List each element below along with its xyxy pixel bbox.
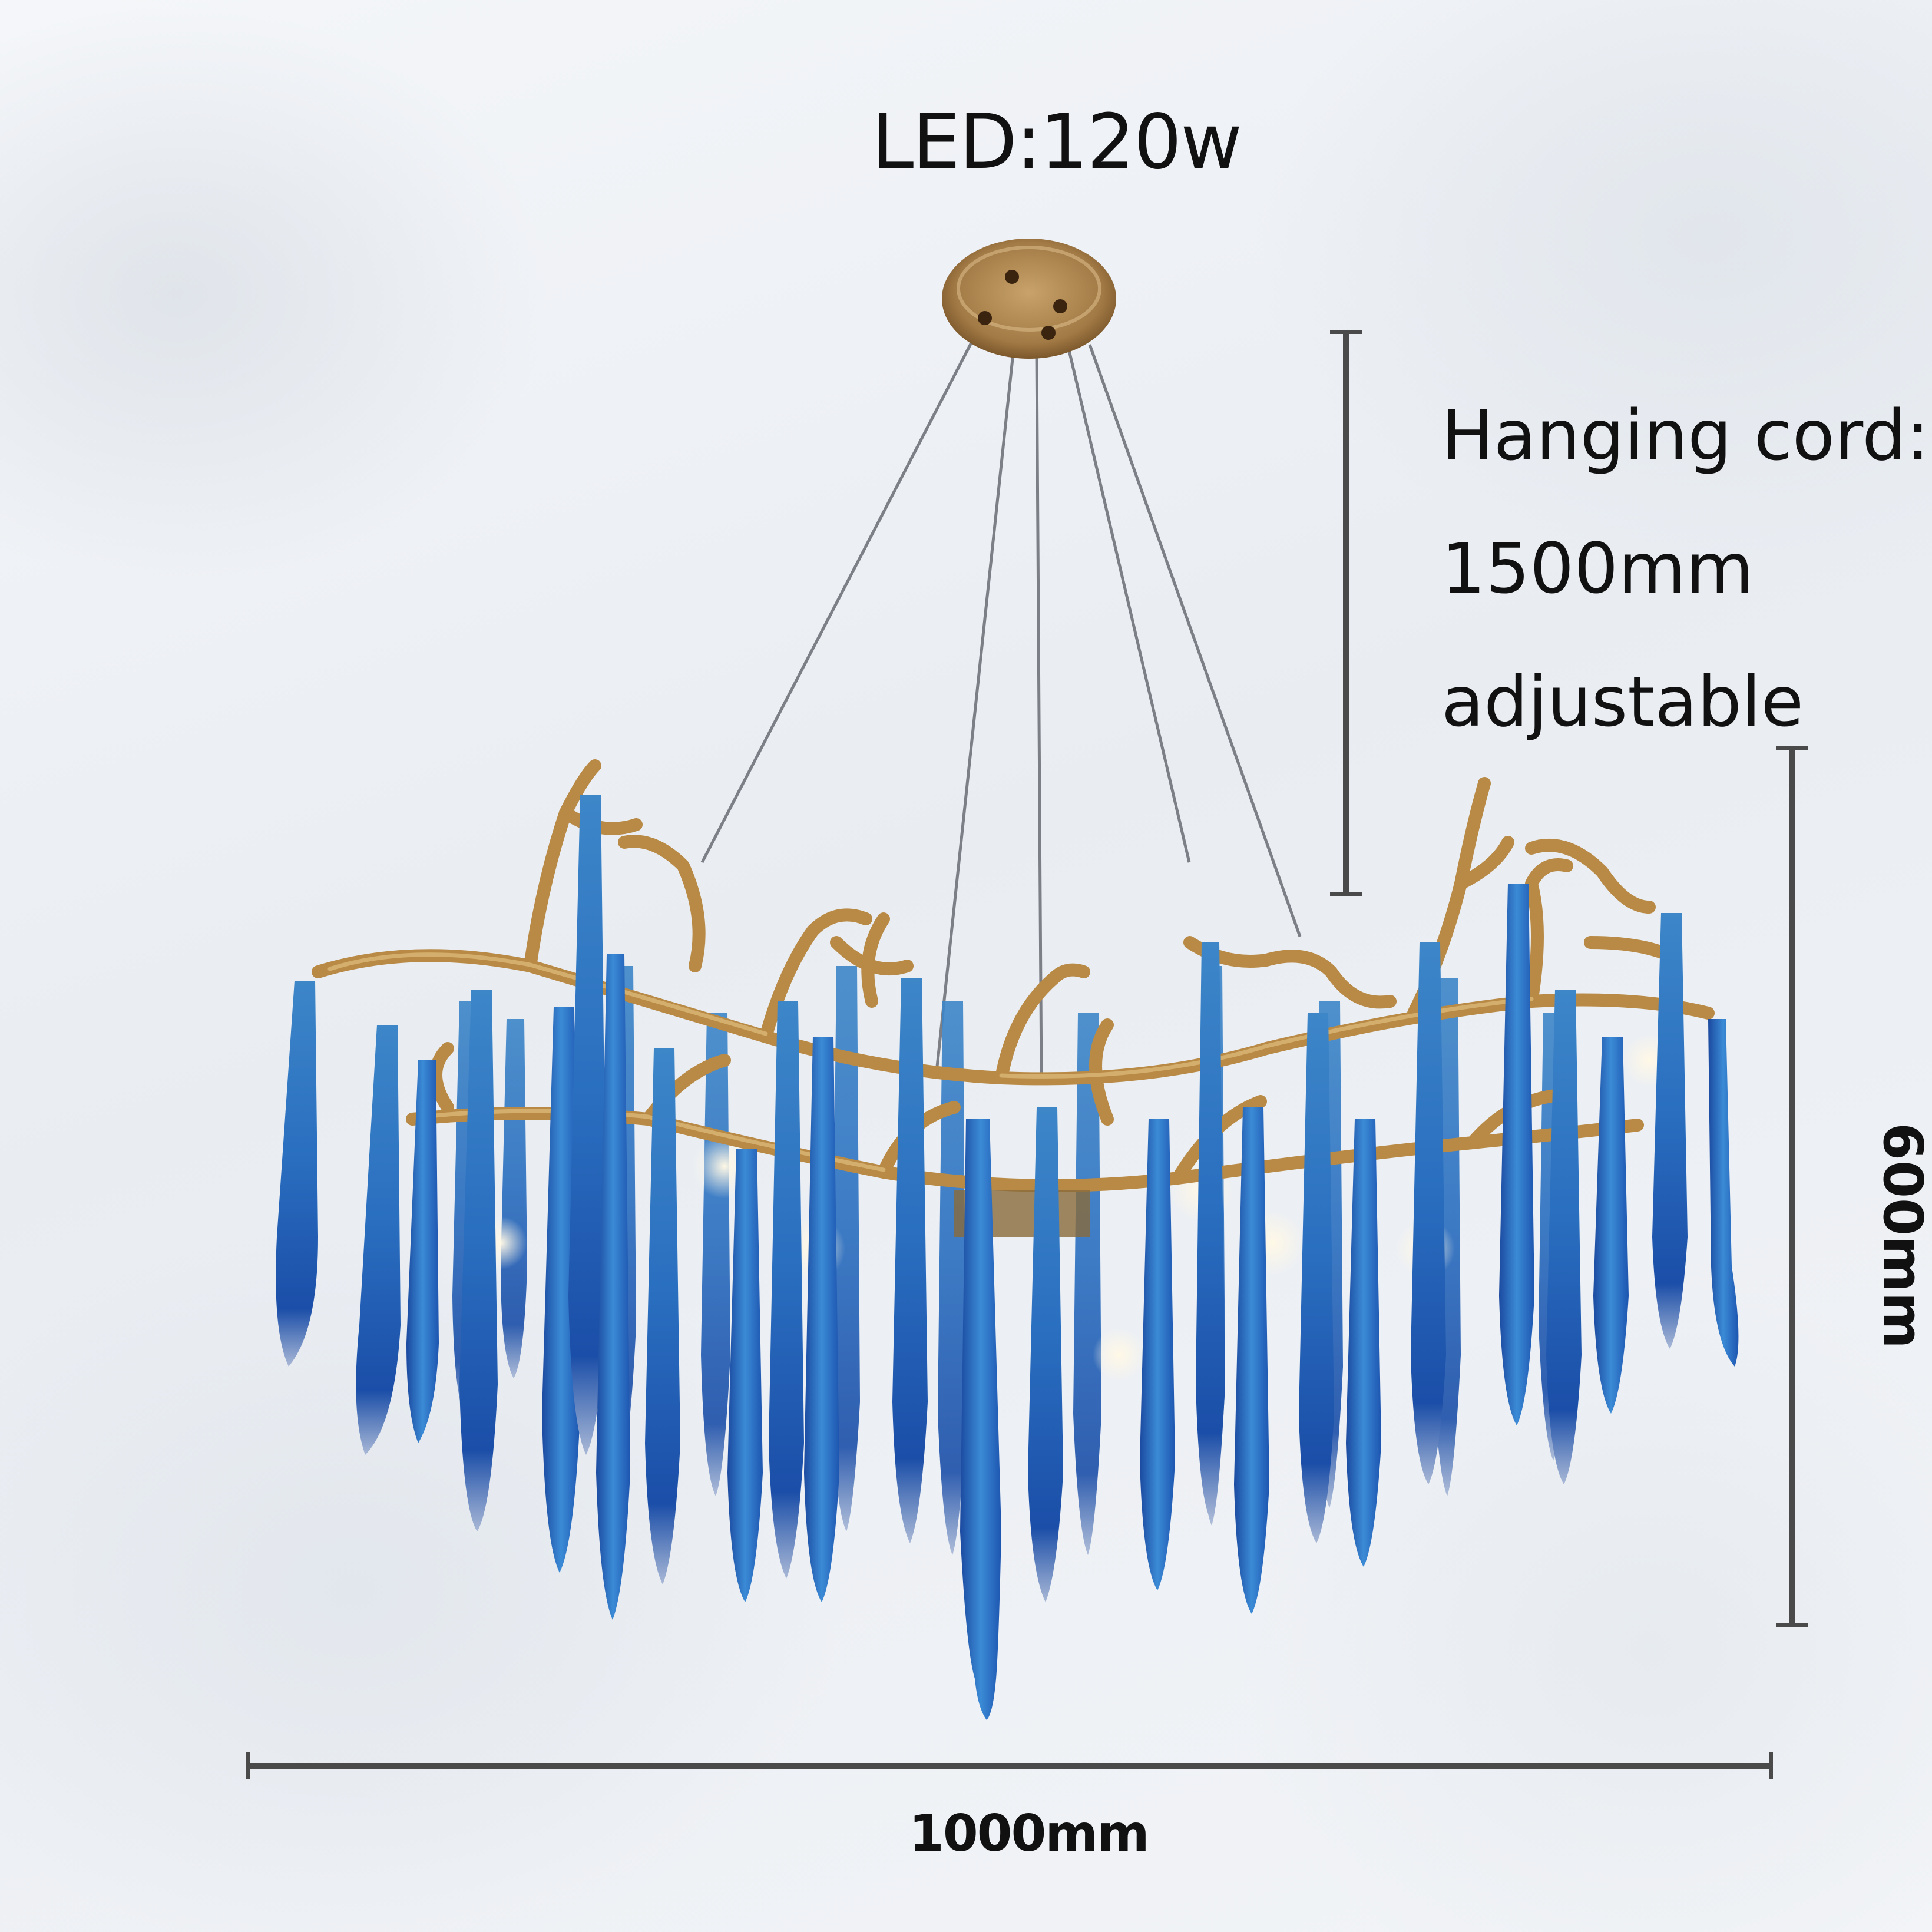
- front-crystals: [276, 795, 1739, 1720]
- hanging-cord-length: 1500mm: [1441, 528, 1754, 609]
- height-label: 600mm: [1871, 1123, 1932, 1349]
- suspension-wires: [700, 340, 1302, 1084]
- hanging-cord-adjustable: adjustable: [1441, 661, 1804, 742]
- width-label: 1000mm: [909, 1804, 1150, 1863]
- power-label: LED:120w: [872, 98, 1242, 186]
- ceiling-canopy: [942, 239, 1116, 359]
- brass-branch-frame: [312, 759, 1715, 1192]
- hanging-cord-label: Hanging cord:: [1441, 395, 1930, 476]
